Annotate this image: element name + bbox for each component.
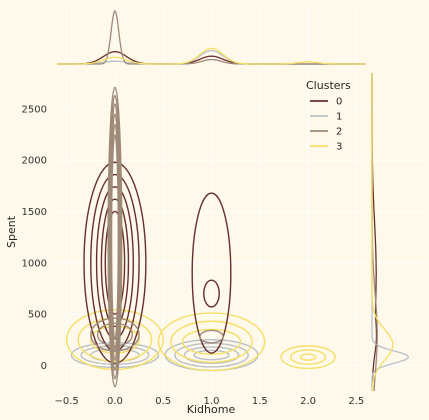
x-tick-label: 2.0 xyxy=(300,396,316,407)
right-marginal-area xyxy=(371,73,425,391)
contour-cluster-3 xyxy=(280,345,336,370)
contour-cluster-0 xyxy=(83,161,147,365)
x-tick-label: −0.5 xyxy=(55,396,79,407)
contour-cluster-3 xyxy=(289,349,327,366)
contour-cluster-0 xyxy=(191,192,232,354)
legend-label-3: 3 xyxy=(336,142,342,153)
contour-cluster-2 xyxy=(110,133,120,341)
y-tick-label: 2000 xyxy=(22,156,47,167)
top-marginal-curves xyxy=(57,9,366,65)
contour-cluster-0 xyxy=(100,198,130,328)
x-tick-label: 0.0 xyxy=(107,396,123,407)
contour-cluster-2 xyxy=(107,86,123,388)
contour-cluster-1 xyxy=(183,346,240,365)
y-tick-label: 1500 xyxy=(22,207,47,218)
x-tick-label: 1.0 xyxy=(204,396,220,407)
contour-cluster-0 xyxy=(104,210,126,315)
x-tick-label: 0.5 xyxy=(155,396,171,407)
y-tick-label: 2500 xyxy=(22,104,47,115)
x-tick-labels: −0.5 0.0 0.5 1.0 1.5 2.0 2.5 xyxy=(55,396,365,407)
contour-cluster-3 xyxy=(181,328,242,355)
right-marginal-curves xyxy=(371,73,410,392)
contour-cluster-2 xyxy=(108,94,122,380)
contour-cluster-1 xyxy=(70,342,160,369)
y-tick-labels: 0 500 1000 1500 2000 2500 xyxy=(22,104,47,371)
legend-label-1: 1 xyxy=(336,112,342,123)
legend-title: Clusters xyxy=(306,79,351,92)
y-tick-label: 500 xyxy=(28,310,47,321)
contour-cluster-2 xyxy=(96,322,134,347)
x-tick-label: 2.5 xyxy=(348,396,364,407)
x-axis-label: Kidhome xyxy=(187,403,236,416)
contour-cluster-1 xyxy=(193,349,230,361)
contour-cluster-3 xyxy=(65,309,164,371)
x-tick-label: 1.5 xyxy=(252,396,268,407)
right-marginal-cluster-3 xyxy=(371,73,394,392)
top-marginal-cluster-3 xyxy=(57,47,366,65)
legend-label-2: 2 xyxy=(336,127,342,138)
y-tick-label: 0 xyxy=(41,361,47,372)
contour-cluster-3 xyxy=(299,353,317,361)
contour-cluster-0 xyxy=(203,279,220,308)
y-tick-label: 1000 xyxy=(22,258,47,269)
contour-cluster-2 xyxy=(90,317,140,352)
contour-cluster-0 xyxy=(95,186,134,340)
legend: Clusters 0 1 2 3 xyxy=(306,79,351,153)
y-axis-label: Spent xyxy=(5,215,18,248)
contour-cluster-2 xyxy=(199,329,224,344)
kde-contours xyxy=(65,86,336,388)
contour-cluster-3 xyxy=(157,312,266,372)
legend-label-0: 0 xyxy=(336,97,342,108)
contour-cluster-3 xyxy=(170,320,253,363)
top-marginal-cluster-2 xyxy=(57,9,366,65)
